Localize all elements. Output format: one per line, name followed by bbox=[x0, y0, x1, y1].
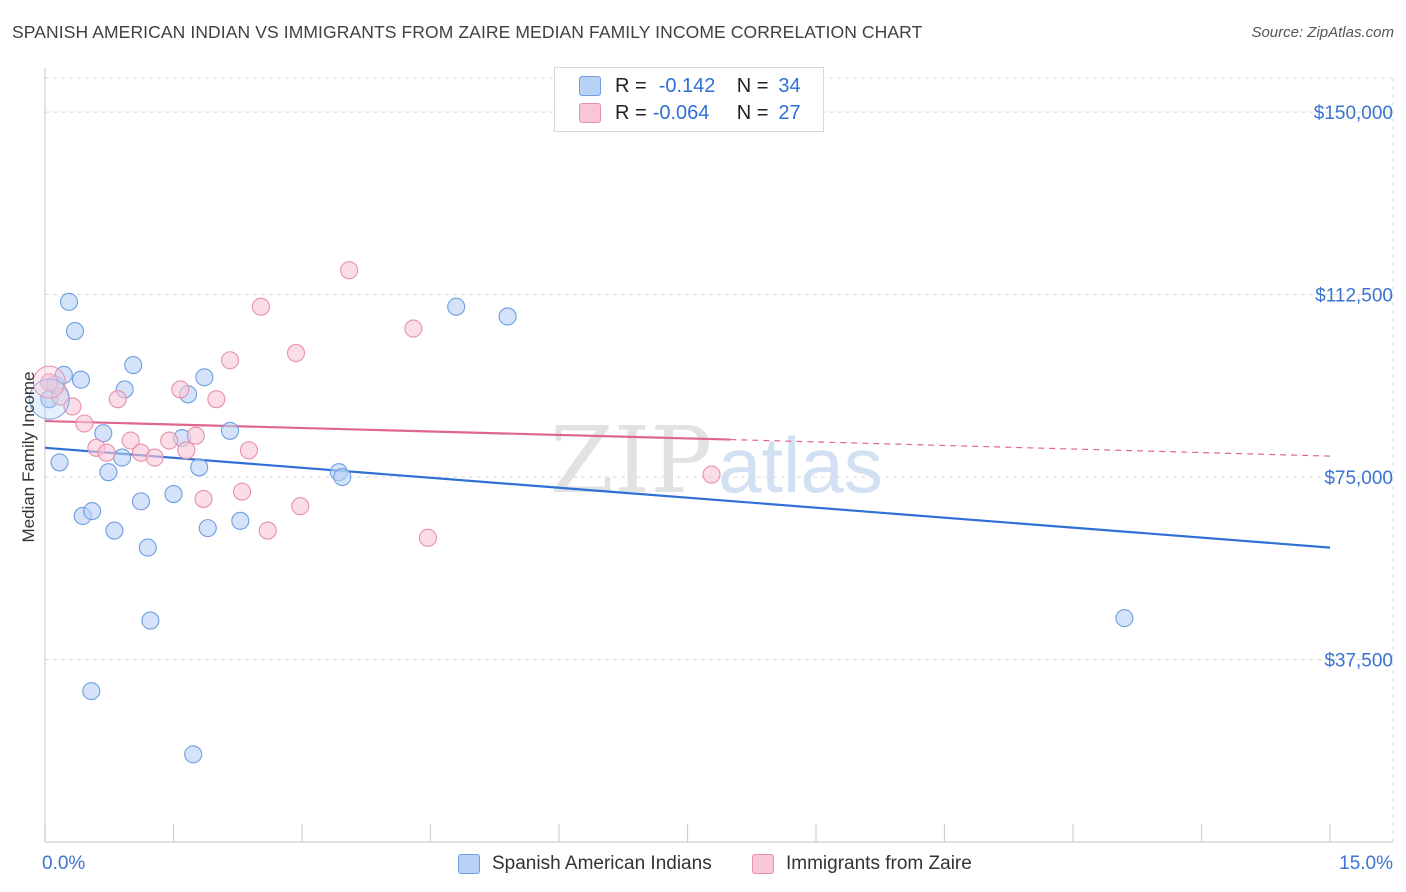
data-point bbox=[160, 431, 179, 450]
data-point bbox=[232, 482, 252, 501]
data-point bbox=[258, 521, 277, 540]
data-point bbox=[184, 745, 203, 764]
series-legend-blue: Spanish American Indians bbox=[458, 851, 712, 877]
data-point bbox=[108, 390, 127, 409]
series-swatch-blue bbox=[458, 854, 480, 874]
legend-swatch-pink bbox=[579, 103, 601, 123]
watermark-zip: ZIP bbox=[550, 407, 712, 514]
data-point bbox=[220, 351, 240, 370]
data-point bbox=[40, 373, 59, 392]
data-point bbox=[251, 297, 270, 316]
trend-line bbox=[44, 446, 1331, 549]
data-point bbox=[65, 321, 85, 341]
data-point bbox=[63, 397, 82, 416]
source-credit: Source: ZipAtlas.com bbox=[1251, 24, 1394, 41]
data-point bbox=[83, 502, 102, 521]
legend-n-label: N = bbox=[736, 74, 769, 97]
legend-r-value: -0.064 bbox=[652, 101, 710, 124]
y-tick-label: $150,000 bbox=[1314, 103, 1393, 124]
legend-row-blue: R = -0.142 N = 34 bbox=[579, 73, 801, 99]
data-point bbox=[1115, 609, 1134, 628]
data-point bbox=[190, 458, 209, 477]
watermark-atlas: atlas bbox=[718, 421, 883, 509]
data-point bbox=[220, 421, 240, 440]
data-point bbox=[702, 465, 721, 484]
data-point bbox=[71, 370, 91, 389]
data-point bbox=[121, 431, 140, 450]
axes bbox=[44, 68, 1393, 843]
trend-line-extension bbox=[730, 438, 1331, 457]
data-point bbox=[333, 467, 352, 487]
x-tick-label: 15.0% bbox=[1339, 853, 1393, 874]
data-point bbox=[286, 343, 306, 362]
data-point bbox=[131, 492, 150, 511]
series-swatch-pink bbox=[752, 854, 774, 874]
data-point bbox=[231, 511, 250, 530]
trend-line bbox=[44, 419, 731, 441]
legend-n-value: 34 bbox=[778, 74, 801, 97]
data-point bbox=[145, 448, 164, 467]
trend-lines bbox=[44, 419, 1331, 549]
data-point bbox=[291, 497, 310, 516]
series-name-pink: Immigrants from Zaire bbox=[786, 853, 972, 874]
data-point bbox=[239, 441, 258, 460]
data-point bbox=[94, 424, 113, 443]
data-point bbox=[97, 443, 116, 462]
data-point bbox=[340, 261, 359, 280]
data-point bbox=[99, 463, 118, 482]
legend-swatch-blue bbox=[579, 76, 601, 96]
legend-r-label: R = bbox=[615, 101, 647, 124]
data-point bbox=[59, 292, 79, 311]
y-tick-label: $37,500 bbox=[1324, 651, 1393, 672]
data-point bbox=[164, 485, 183, 504]
data-point bbox=[418, 528, 437, 547]
data-point bbox=[82, 682, 101, 701]
y-tick-label: $112,500 bbox=[1315, 286, 1393, 307]
data-point bbox=[207, 390, 226, 409]
data-point bbox=[171, 380, 190, 399]
chart-title: SPANISH AMERICAN INDIAN VS IMMIGRANTS FR… bbox=[12, 22, 923, 42]
data-point bbox=[186, 426, 205, 445]
data-point-cluster bbox=[32, 365, 66, 399]
data-point bbox=[113, 448, 132, 467]
data-point bbox=[194, 489, 213, 508]
data-point bbox=[50, 453, 69, 472]
x-tick-label: 0.0% bbox=[42, 853, 85, 874]
data-point bbox=[177, 441, 196, 460]
legend-row-pink: R = -0.064 N = 27 bbox=[579, 100, 801, 126]
legend-r-value: -0.142 bbox=[658, 74, 716, 97]
tick-labels: $37,500 $75,000 $112,500 $150,000 0.0% 15.0% bbox=[42, 103, 1393, 874]
data-points bbox=[28, 261, 1134, 764]
series-name-blue: Spanish American Indians bbox=[492, 853, 712, 874]
data-point bbox=[198, 519, 217, 538]
series-legend-pink: Immigrants from Zaire bbox=[752, 851, 972, 877]
stats-legend: R = -0.142 N = 34 R = -0.064 N = 27 bbox=[554, 67, 824, 132]
data-point bbox=[498, 307, 517, 326]
data-point bbox=[124, 356, 143, 375]
data-point-cluster bbox=[28, 378, 70, 420]
legend-n-label: N = bbox=[736, 101, 769, 124]
data-point bbox=[447, 297, 466, 316]
data-point bbox=[138, 538, 157, 557]
data-point bbox=[404, 319, 423, 338]
data-point bbox=[105, 521, 124, 540]
y-axis-label: Median Family Income bbox=[19, 371, 38, 543]
data-point bbox=[141, 611, 160, 630]
watermark: ZIP atlas bbox=[550, 407, 883, 514]
legend-r-label: R = bbox=[615, 74, 647, 97]
data-point bbox=[195, 368, 214, 387]
data-point bbox=[75, 414, 94, 433]
legend-n-value: 27 bbox=[778, 101, 801, 124]
y-tick-label: $75,000 bbox=[1324, 468, 1393, 489]
